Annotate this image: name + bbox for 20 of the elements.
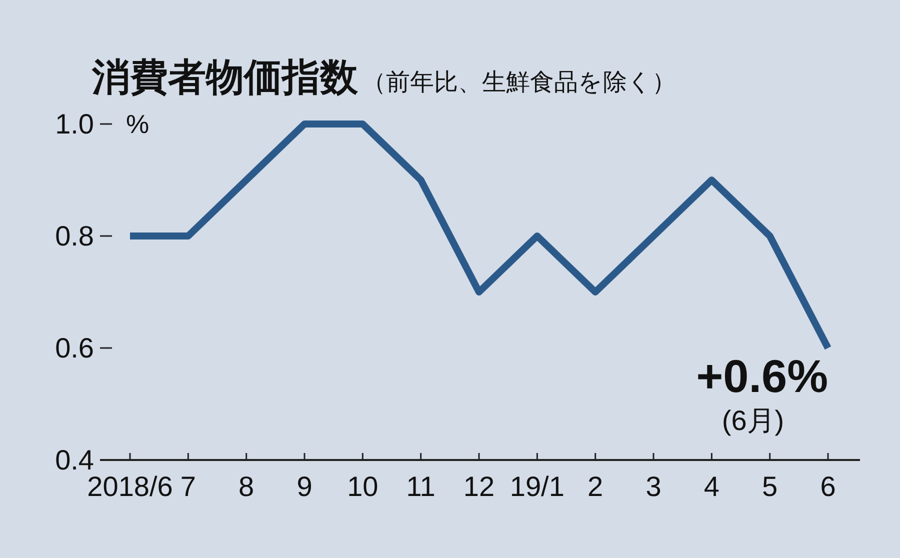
x-tick-label: 19/1 xyxy=(510,471,564,502)
x-tick-label: 10 xyxy=(347,471,378,502)
x-tick-label: 3 xyxy=(646,471,662,502)
chart-subtitle: （前年比、生鮮食品を除く） xyxy=(362,69,676,96)
y-tick-label: 0.6 xyxy=(55,332,94,364)
chart-title: 消費者物価指数 xyxy=(91,57,359,99)
annotation: +0.6% xyxy=(696,350,828,402)
x-tick-label: 11 xyxy=(406,471,436,502)
annotation: (6月) xyxy=(722,405,784,436)
x-tick-label: 7 xyxy=(180,471,196,502)
y-tick-label: 0.8 xyxy=(55,220,94,252)
y-axis-title: % xyxy=(126,109,150,139)
x-tick-label: 8 xyxy=(238,471,254,502)
y-tick-label: 1.0 xyxy=(55,108,94,140)
x-tick-label: 12 xyxy=(463,471,495,502)
x-tick-label: 4 xyxy=(704,471,720,502)
x-tick-label: 9 xyxy=(296,471,312,502)
x-tick-label: 2 xyxy=(588,471,604,502)
x-tick-label: 6 xyxy=(820,471,836,502)
x-tick-label: 5 xyxy=(762,471,778,502)
